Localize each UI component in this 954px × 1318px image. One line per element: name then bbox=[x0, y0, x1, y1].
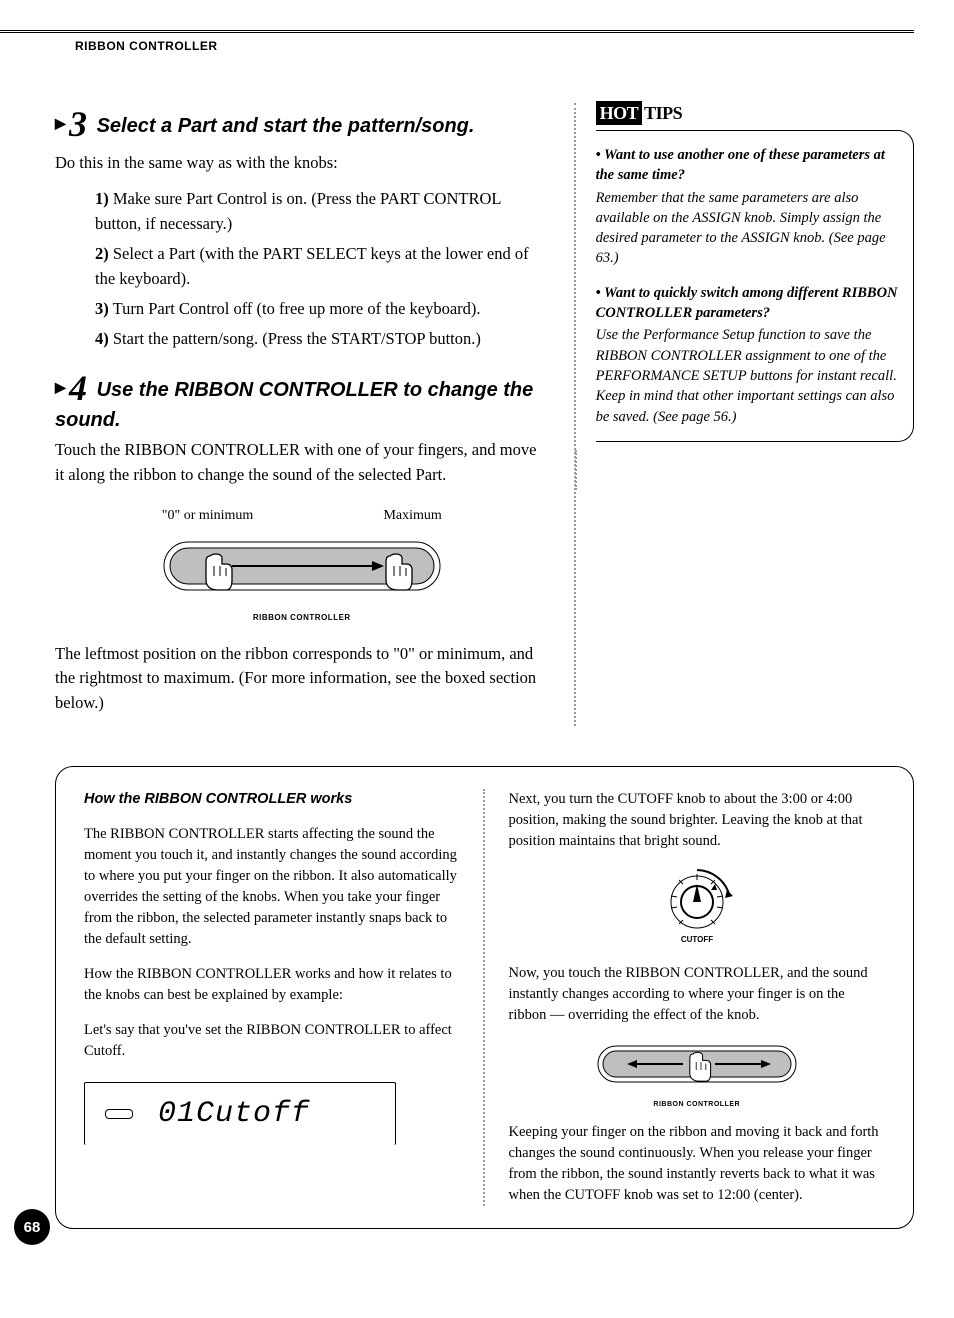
step4-title: Use the RIBBON CONTROLLER to change the … bbox=[55, 379, 533, 431]
ribbon-small-diagram bbox=[597, 1040, 797, 1097]
tip-q2: • Want to quickly switch among different… bbox=[596, 283, 899, 324]
step4-number: 4 bbox=[55, 368, 87, 408]
badge-hot: HOT bbox=[596, 101, 643, 125]
tip-a1: Remember that the same parameters are al… bbox=[596, 188, 899, 269]
tip-q1: • Want to use another one of these param… bbox=[596, 145, 899, 186]
label-maximum: Maximum bbox=[383, 508, 441, 524]
header-rule bbox=[0, 30, 914, 33]
step4-heading: 4 Use the RIBBON CONTROLLER to change th… bbox=[55, 367, 549, 432]
ribbon-diagram bbox=[162, 532, 442, 607]
step3-title: Select a Part and start the pattern/song… bbox=[97, 115, 475, 137]
box-right-p2: Now, you touch the RIBBON CONTROLLER, an… bbox=[509, 963, 886, 1026]
label-minimum: "0" or minimum bbox=[162, 508, 254, 524]
box-left-p3: Let's say that you've set the RIBBON CON… bbox=[84, 1020, 461, 1062]
box-right-p1: Next, you turn the CUTOFF knob to about … bbox=[509, 789, 886, 852]
step4-p2: The leftmost position on the ribbon corr… bbox=[55, 642, 549, 716]
section-label: RIBBON CONTROLLER bbox=[75, 39, 914, 53]
box-left-p2: How the RIBBON CONTROLLER works and how … bbox=[84, 964, 461, 1006]
cutoff-knob-diagram: CUTOFF bbox=[509, 866, 886, 949]
ribbon-small-caption: RIBBON CONTROLLER bbox=[509, 1101, 886, 1108]
step4-p1: Touch the RIBBON CONTROLLER with one of … bbox=[55, 438, 549, 488]
lcd-display: 01Cutoff bbox=[84, 1082, 396, 1145]
hot-tips-badge: HOTTIPS bbox=[596, 103, 685, 124]
tip-box: • Want to use another one of these param… bbox=[596, 130, 914, 442]
box-right-p3: Keeping your finger on the ribbon and mo… bbox=[509, 1122, 886, 1206]
badge-tips: TIPS bbox=[642, 101, 684, 125]
box-right-col: Next, you turn the CUTOFF knob to about … bbox=[509, 789, 886, 1206]
box-left-p1: The RIBBON CONTROLLER starts affecting t… bbox=[84, 824, 461, 950]
tip-a2: Use the Performance Setup function to sa… bbox=[596, 325, 899, 426]
step3-intro: Do this in the same way as with the knob… bbox=[55, 151, 549, 176]
dotted-continuation bbox=[575, 450, 914, 490]
hot-tips-column: HOTTIPS • Want to use another one of the… bbox=[574, 103, 914, 726]
lcd-text: 01Cutoff bbox=[158, 1097, 310, 1131]
ribbon-labels: "0" or minimum Maximum bbox=[162, 508, 442, 524]
how-it-works-box: How the RIBBON CONTROLLER works The RIBB… bbox=[55, 766, 914, 1229]
step3-number: 3 bbox=[55, 104, 87, 144]
step3-list: 1) Make sure Part Control is on. (Press … bbox=[95, 186, 549, 351]
knob-caption: CUTOFF bbox=[681, 935, 713, 944]
box-heading: How the RIBBON CONTROLLER works bbox=[84, 789, 461, 810]
ribbon-caption: RIBBON CONTROLLER bbox=[55, 613, 549, 622]
main-left-column: 3 Select a Part and start the pattern/so… bbox=[55, 103, 549, 726]
step3-heading: 3 Select a Part and start the pattern/so… bbox=[55, 103, 549, 145]
box-left-col: How the RIBBON CONTROLLER works The RIBB… bbox=[84, 789, 485, 1206]
page-number: 68 bbox=[14, 1209, 50, 1245]
lcd-indicator bbox=[105, 1109, 133, 1119]
